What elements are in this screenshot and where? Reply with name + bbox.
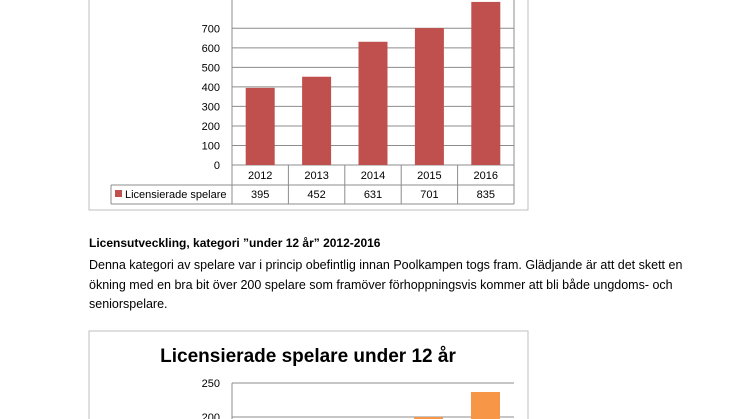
chart-y-tick-labels: 200 250 (202, 378, 220, 419)
bar-2012 (245, 87, 275, 165)
x-tick-label: 2012 (248, 170, 272, 182)
data-label: 701 (420, 189, 438, 201)
chart-gridlines (231, 382, 514, 419)
x-tick-label: 2013 (304, 170, 328, 182)
chart-frame (88, 330, 529, 419)
y-tick-label: 200 (202, 412, 220, 419)
chart-bars (245, 1, 501, 166)
bar-partial (471, 392, 500, 419)
section-heading: Licensutveckling, kategori ”under 12 år”… (89, 236, 381, 250)
chart-title: Licensierade spelare under 12 år (160, 346, 456, 367)
x-tick-label: 2014 (361, 170, 385, 182)
bar-partial (414, 417, 443, 419)
bar-2013 (302, 76, 332, 165)
bar-2014 (358, 41, 388, 165)
chart-data-table: 2012 395 2013 452 2014 631 2015 701 2016 835 Licen… (110, 165, 515, 205)
y-tick-label: 250 (202, 378, 220, 390)
legend-swatch (115, 190, 122, 197)
bar-2016 (471, 1, 501, 166)
y-tick-label: 0 (214, 160, 220, 172)
x-tick-label: 2015 (417, 170, 441, 182)
y-tick-label: 500 (202, 62, 220, 74)
section-paragraph: Denna kategori av spelare var i princip … (89, 258, 683, 311)
chart-under-12: Licensierade spelare under 12 år 200 250 (88, 330, 529, 419)
data-label: 835 (477, 189, 495, 201)
y-tick-label: 700 (202, 23, 220, 35)
y-tick-label: 600 (202, 43, 220, 55)
y-tick-label: 300 (202, 101, 220, 113)
data-label: 452 (307, 189, 325, 201)
x-tick-label: 2016 (474, 170, 498, 182)
data-label: 395 (251, 189, 269, 201)
chart-bars (414, 392, 500, 419)
y-tick-label: 100 (202, 140, 220, 152)
y-tick-label: 200 (202, 121, 220, 133)
y-tick-label: 400 (202, 82, 220, 94)
chart-y-tick-labels: 0 100 200 300 400 500 600 700 (202, 23, 220, 172)
data-label: 631 (364, 189, 382, 201)
legend-label: Licensierade spelare (125, 189, 227, 201)
bar-2015 (414, 28, 444, 166)
